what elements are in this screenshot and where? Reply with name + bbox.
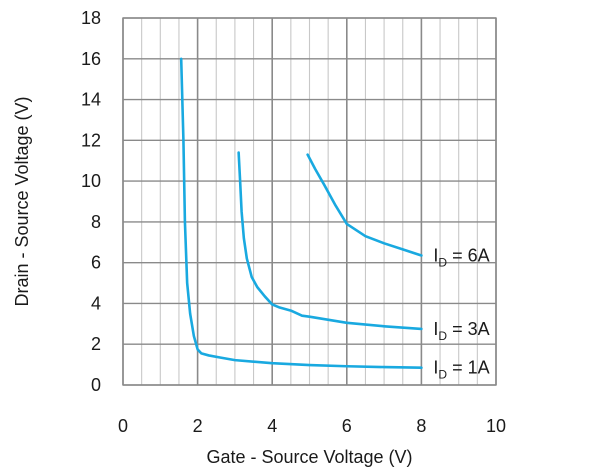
x-axis-label: Gate - Source Voltage (V) <box>206 447 412 467</box>
y-tick-label: 10 <box>81 171 101 191</box>
y-tick-label: 16 <box>81 49 101 69</box>
series-line <box>306 153 423 257</box>
y-tick-label: 0 <box>91 375 101 395</box>
y-axis-label: Drain - Source Voltage (V) <box>12 96 32 306</box>
y-tick-label: 12 <box>81 130 101 150</box>
x-tick-label: 6 <box>342 416 352 436</box>
plot-area-border <box>122 17 497 386</box>
y-tick-label: 4 <box>91 293 101 313</box>
series-line <box>179 57 423 369</box>
y-tick-label: 18 <box>81 8 101 28</box>
y-tick-label: 2 <box>91 334 101 354</box>
series-label: ID = 3A <box>433 319 489 343</box>
x-tick-label: 10 <box>486 416 506 436</box>
x-tick-label: 8 <box>416 416 426 436</box>
y-tick-label: 14 <box>81 90 101 110</box>
y-tick-label: 8 <box>91 212 101 232</box>
x-tick-label: 2 <box>193 416 203 436</box>
y-tick-label: 6 <box>91 253 101 273</box>
y-tick-labels: 0 2 4 6 8 10 12 14 16 18 <box>81 8 101 395</box>
x-tick-label: 0 <box>118 416 128 436</box>
series-label: ID = 6A <box>433 246 489 270</box>
series-line <box>237 151 423 331</box>
series-label: ID = 1A <box>433 358 489 382</box>
x-tick-labels: 0 2 4 6 8 10 <box>118 416 506 436</box>
x-tick-label: 4 <box>267 416 277 436</box>
